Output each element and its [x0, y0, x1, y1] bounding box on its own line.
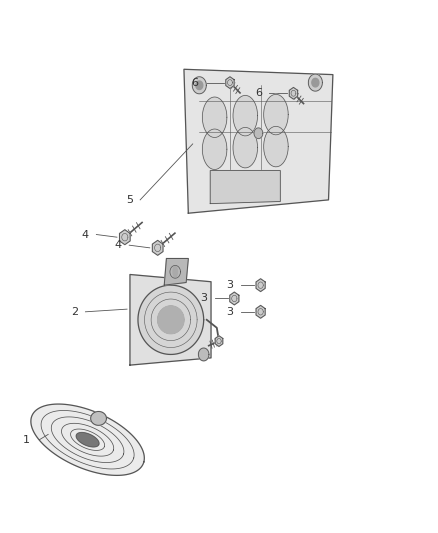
Polygon shape — [233, 95, 258, 136]
Polygon shape — [130, 274, 211, 365]
Text: 2: 2 — [71, 307, 78, 317]
Text: 6: 6 — [191, 78, 198, 87]
Text: 1: 1 — [23, 435, 30, 445]
Polygon shape — [312, 78, 319, 87]
Polygon shape — [198, 348, 209, 361]
Polygon shape — [210, 171, 280, 204]
Polygon shape — [264, 94, 288, 135]
Polygon shape — [158, 306, 184, 334]
Polygon shape — [173, 266, 177, 277]
Polygon shape — [264, 126, 288, 167]
Polygon shape — [120, 230, 130, 245]
Polygon shape — [192, 77, 206, 94]
Polygon shape — [230, 292, 239, 305]
Polygon shape — [308, 74, 322, 91]
Polygon shape — [164, 259, 188, 285]
Polygon shape — [184, 69, 333, 213]
Polygon shape — [138, 285, 204, 354]
Text: 6: 6 — [255, 88, 262, 98]
Polygon shape — [31, 404, 144, 475]
Polygon shape — [202, 129, 227, 169]
Text: 3: 3 — [200, 294, 207, 303]
Text: 4: 4 — [115, 240, 122, 250]
Polygon shape — [256, 305, 265, 318]
Polygon shape — [254, 128, 263, 139]
Polygon shape — [91, 411, 106, 425]
Polygon shape — [226, 77, 234, 88]
Polygon shape — [289, 87, 298, 99]
Text: 3: 3 — [226, 307, 233, 317]
Polygon shape — [76, 433, 99, 447]
Polygon shape — [233, 127, 258, 168]
Polygon shape — [196, 81, 203, 90]
Polygon shape — [256, 279, 265, 292]
Polygon shape — [202, 97, 227, 138]
Polygon shape — [152, 240, 163, 255]
Text: 3: 3 — [226, 280, 233, 290]
Polygon shape — [215, 336, 223, 346]
Text: 5: 5 — [126, 195, 133, 205]
Text: 4: 4 — [82, 230, 89, 239]
